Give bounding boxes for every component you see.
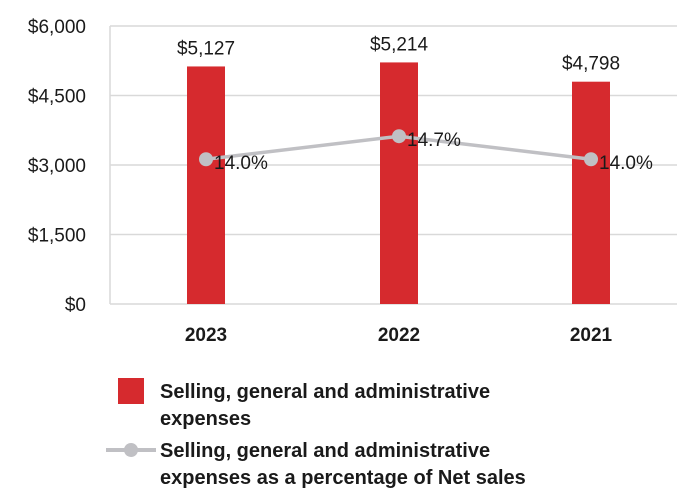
x-category-label: 2022 bbox=[378, 325, 420, 346]
legend-line-label-line2: expenses as a percentage of Net sales bbox=[160, 467, 526, 489]
y-tick-label: $0 bbox=[65, 295, 86, 316]
bar-data-labels: $5,127 $5,214 $4,798 bbox=[177, 34, 620, 74]
y-tick-label: $4,500 bbox=[28, 87, 86, 108]
x-category-label: 2023 bbox=[185, 325, 227, 346]
line-point bbox=[199, 152, 213, 167]
bar bbox=[572, 81, 610, 305]
line-point bbox=[392, 129, 406, 144]
y-axis-tick-labels: $0 $1,500 $3,000 $4,500 $6,000 bbox=[28, 17, 86, 316]
legend-bar-swatch bbox=[118, 378, 144, 404]
x-axis-category-labels: 2023 2022 2021 bbox=[185, 325, 613, 346]
legend-bar-label-line1: Selling, general and administrative bbox=[160, 381, 490, 403]
bar-value-label: $4,798 bbox=[562, 54, 620, 75]
legend: Selling, general and administrative expe… bbox=[106, 378, 526, 489]
legend-line-marker bbox=[124, 443, 138, 457]
legend-bar-label-line2: expenses bbox=[160, 408, 251, 430]
line-value-label: 14.0% bbox=[214, 153, 268, 174]
percentage-line-series bbox=[199, 129, 598, 167]
bar-value-label: $5,214 bbox=[370, 34, 429, 55]
x-category-label: 2021 bbox=[570, 325, 613, 346]
line-value-label: 14.0% bbox=[599, 153, 653, 174]
bar bbox=[187, 66, 225, 304]
y-tick-label: $1,500 bbox=[28, 226, 86, 247]
bar-value-label: $5,127 bbox=[177, 38, 235, 59]
line-point bbox=[584, 152, 598, 167]
line-data-labels: 14.0% 14.7% 14.0% bbox=[214, 130, 653, 174]
y-tick-label: $3,000 bbox=[28, 156, 86, 177]
line-value-label: 14.7% bbox=[407, 130, 461, 151]
bar bbox=[380, 62, 418, 304]
y-tick-label: $6,000 bbox=[28, 17, 86, 38]
bar-series bbox=[187, 62, 610, 305]
legend-line-label-line1: Selling, general and administrative bbox=[160, 440, 490, 462]
